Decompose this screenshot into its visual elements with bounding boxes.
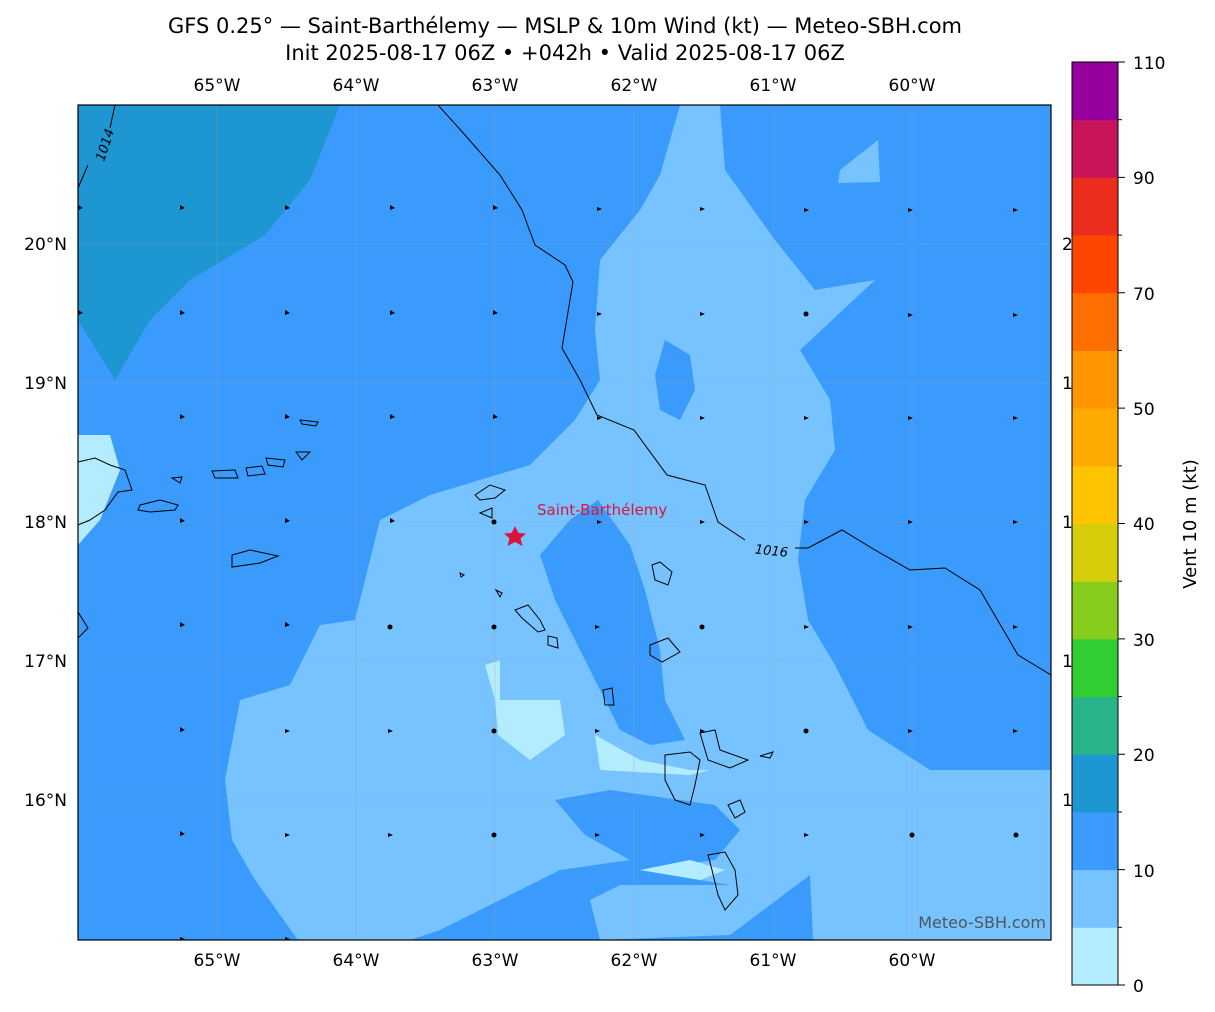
colorbar-segment bbox=[1072, 177, 1118, 236]
colorbar-axis-label: Vent 10 m (kt) bbox=[1180, 459, 1201, 589]
map-area: 1014 1016 bbox=[78, 105, 1051, 940]
map-frame bbox=[77, 104, 1052, 941]
colorbar-segments bbox=[1072, 62, 1118, 986]
colorbar-segment bbox=[1072, 408, 1118, 467]
lon-label-top: 63°W bbox=[472, 76, 519, 96]
colorbar-tick-label: 0 bbox=[1133, 977, 1144, 997]
colorbar-segment bbox=[1072, 350, 1118, 409]
wind-barbs bbox=[78, 205, 1019, 940]
lon-label-top: 65°W bbox=[194, 76, 241, 96]
colorbar-segment bbox=[1072, 696, 1118, 755]
colorbar-segment bbox=[1072, 581, 1118, 640]
lat-label-left: 16°N bbox=[24, 791, 67, 811]
colorbar-segment bbox=[1072, 235, 1118, 294]
colorbar-segment bbox=[1072, 638, 1118, 698]
wind-field-moderate-pocket bbox=[655, 340, 695, 420]
isobar-1016 bbox=[437, 105, 1051, 676]
colorbar-tick-label: 20 bbox=[1133, 746, 1155, 766]
colorbar-ticks bbox=[1118, 61, 1125, 986]
lon-label-bottom: 63°W bbox=[472, 951, 519, 971]
wind-speed-colorbar: 0 10 20 30 40 50 70 90 110 Vent 10 m (kt… bbox=[1071, 54, 1201, 997]
lon-label-bottom: 60°W bbox=[889, 951, 936, 971]
isobar-1014 bbox=[78, 105, 116, 189]
lon-label-top: 64°W bbox=[333, 76, 380, 96]
colorbar-tick-label: 50 bbox=[1133, 400, 1155, 420]
wind-field-calm bbox=[595, 735, 710, 775]
lon-label-bottom: 62°W bbox=[611, 951, 658, 971]
colorbar-segment bbox=[1072, 292, 1118, 351]
lon-label-top: 62°W bbox=[611, 76, 658, 96]
colorbar-tick-label: 70 bbox=[1133, 285, 1155, 305]
colorbar-tick-label: 40 bbox=[1133, 515, 1155, 535]
wind-field-calm bbox=[640, 860, 725, 880]
colorbar-tick-label: 30 bbox=[1133, 631, 1155, 651]
colorbar-tick-label: 90 bbox=[1133, 169, 1155, 189]
lon-label-top: 61°W bbox=[750, 76, 797, 96]
saint-barthelemy-label: Saint-Barthélemy bbox=[537, 501, 667, 519]
lat-label-left: 17°N bbox=[24, 652, 67, 672]
colorbar-segment bbox=[1072, 869, 1118, 928]
colorbar-segment bbox=[1072, 927, 1118, 986]
colorbar-tick-label: 10 bbox=[1133, 862, 1155, 882]
colorbar-segment bbox=[1072, 754, 1118, 813]
lat-ticks-left: 20°N 19°N 18°N 17°N 16°N bbox=[24, 235, 67, 811]
colorbar-segment bbox=[1072, 119, 1118, 178]
lon-label-top: 60°W bbox=[889, 76, 936, 96]
wind-field-light bbox=[225, 105, 1051, 940]
wind-field-fresh bbox=[78, 105, 340, 380]
isobar-label-1016: 1016 bbox=[754, 542, 788, 560]
wind-field-light-pocket bbox=[838, 140, 880, 183]
colorbar-segment bbox=[1072, 62, 1118, 121]
colorbar-tick-label: 110 bbox=[1133, 54, 1165, 74]
lon-label-bottom: 64°W bbox=[333, 951, 380, 971]
lon-label-bottom: 65°W bbox=[194, 951, 241, 971]
coastlines bbox=[78, 419, 774, 911]
colorbar-segment bbox=[1072, 465, 1118, 524]
wind-field-moderate-core bbox=[540, 500, 685, 745]
lat-label-left: 20°N bbox=[24, 235, 67, 255]
colorbar-segment bbox=[1072, 523, 1118, 582]
lat-label-left: 18°N bbox=[24, 513, 67, 533]
watermark: Meteo-SBH.com bbox=[918, 913, 1046, 932]
lat-label-left: 19°N bbox=[24, 374, 67, 394]
wind-field-calm bbox=[485, 660, 565, 760]
colorbar-segment bbox=[1072, 811, 1118, 871]
lon-ticks-top: 65°W 64°W 63°W 62°W 61°W 60°W bbox=[194, 76, 936, 96]
lon-ticks-bottom: 65°W 64°W 63°W 62°W 61°W 60°W bbox=[194, 951, 936, 971]
saint-barthelemy-star-marker[interactable] bbox=[504, 526, 526, 546]
lon-label-bottom: 61°W bbox=[750, 951, 797, 971]
map-subtitle: Init 2025-08-17 06Z • +042h • Valid 2025… bbox=[285, 41, 845, 65]
map-title: GFS 0.25° — Saint-Barthélemy — MSLP & 10… bbox=[167, 14, 963, 38]
wind-field-calm bbox=[78, 435, 120, 545]
